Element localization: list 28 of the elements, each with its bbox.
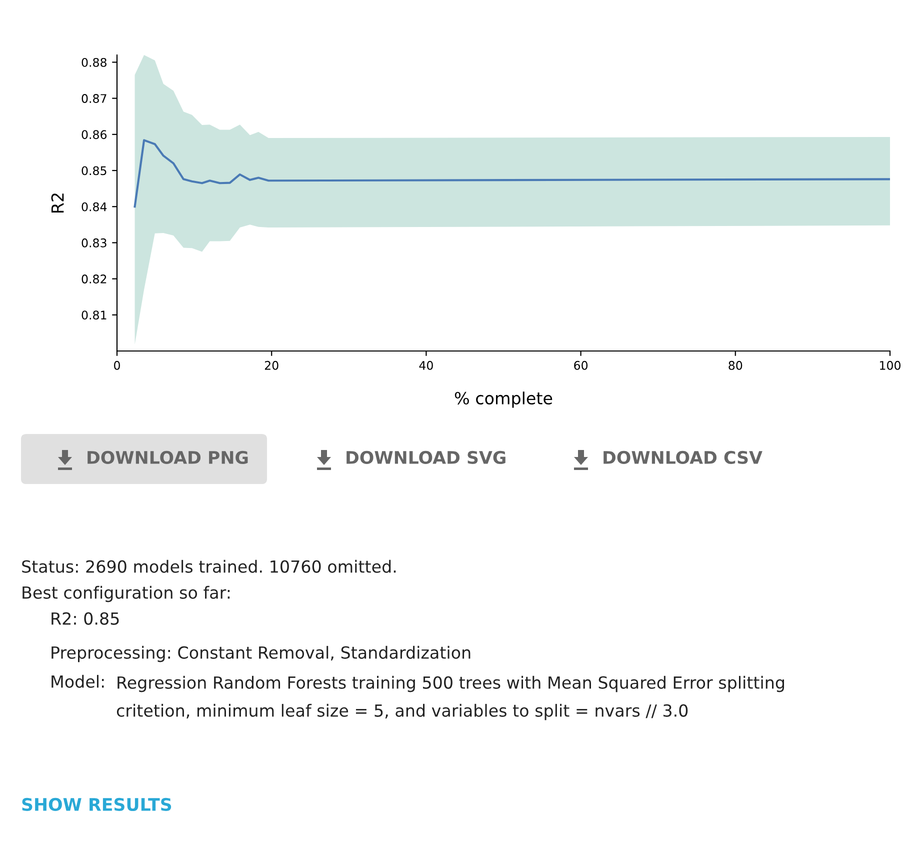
- y-tick-label: 0.85: [82, 166, 106, 176]
- text: R2: 0.85: [52, 612, 119, 625]
- x-tick-label: 60: [574, 360, 588, 370]
- y-tick-label: 0.83: [82, 238, 106, 248]
- y-tick-label: 0.82: [82, 274, 106, 284]
- line-series: [134, 139, 890, 208]
- text: DOWNLOAD SVG: [346, 450, 506, 464]
- x-tick-label: 40: [419, 360, 433, 370]
- y-tick-label: 0.84: [82, 202, 107, 212]
- y-tick-label: 0.86: [82, 130, 107, 140]
- y-axis-title: R2: [51, 194, 64, 212]
- x-axis-title: % complete: [454, 392, 552, 408]
- text: Status: 2690 models trained. 10760 omitted.: [22, 560, 396, 573]
- text: critetion, minimum leaf size = 5, and variables to split = nvars // 3.0: [116, 704, 688, 720]
- y-tick-label: 0.88: [82, 58, 106, 67]
- x-tick-label: 80: [728, 360, 742, 370]
- text: Regression Random Forests training 500 trees with Mean Squared Error splitting: [118, 676, 784, 692]
- text: Preprocessing: Constant Removal, Standardization: [52, 646, 470, 662]
- y-tick-label: 0.81: [82, 310, 106, 320]
- y-tick-label: 0.87: [82, 94, 106, 103]
- text: Best configuration so far:: [22, 586, 230, 602]
- text: Model:: [52, 674, 104, 688]
- text: SHOW RESULTS: [22, 798, 172, 812]
- x-tick-label: 20: [264, 360, 278, 370]
- x-tick-label: 100: [880, 360, 900, 370]
- x-tick-label: 0: [114, 360, 120, 370]
- text: DOWNLOAD CSV: [604, 450, 762, 464]
- text: DOWNLOAD PNG: [88, 450, 248, 464]
